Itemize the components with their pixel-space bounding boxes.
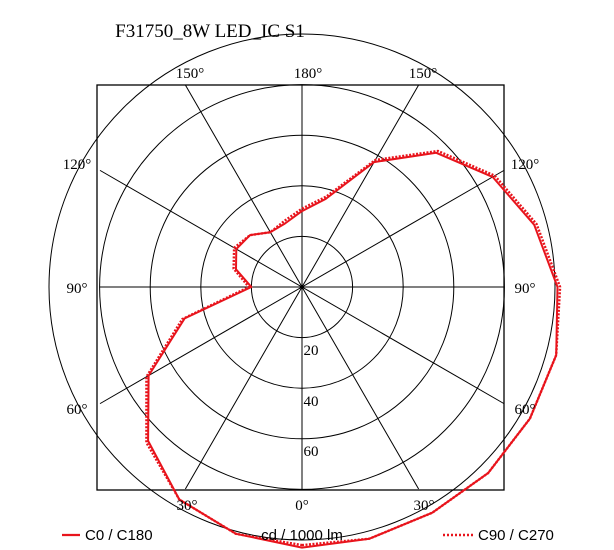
angle-label-right-upper: 120° — [511, 157, 540, 173]
grid-ring — [99, 84, 505, 490]
angle-label-bottom-left: 30° — [177, 498, 198, 514]
radial-tick-label: 40 — [304, 394, 319, 410]
series-curve-c0-c180 — [147, 151, 559, 549]
radial-tick-label: 20 — [304, 343, 319, 359]
angle-label-left-upper: 120° — [63, 157, 92, 173]
angle-label-top-center: 180° — [294, 66, 323, 82]
legend-label-c90: C90 / C270 — [478, 527, 554, 544]
series-layer — [145, 149, 562, 549]
angle-label-right-lower: 60° — [515, 402, 536, 418]
radial-tick-label: 60 — [304, 444, 319, 460]
legend-label-c0: C0 / C180 — [85, 527, 153, 544]
series-curve-c90-c270 — [145, 149, 562, 547]
angle-label-top-left: 150° — [176, 66, 205, 82]
grid-ring — [48, 33, 556, 541]
angle-label-bottom-right: 30° — [414, 498, 435, 514]
angle-label-right-middle: 90° — [515, 281, 536, 297]
unit-label: cd / 1000 lm — [261, 527, 343, 544]
grid-spoke — [184, 84, 420, 490]
angle-label-left-middle: 90° — [67, 281, 88, 297]
chart-title: F31750_8W LED_IC S1 — [115, 21, 305, 42]
polar-grid — [48, 33, 556, 541]
angle-label-top-right: 150° — [409, 66, 438, 82]
angle-label-left-lower: 60° — [67, 402, 88, 418]
angle-label-bottom-center: 0° — [295, 498, 309, 514]
